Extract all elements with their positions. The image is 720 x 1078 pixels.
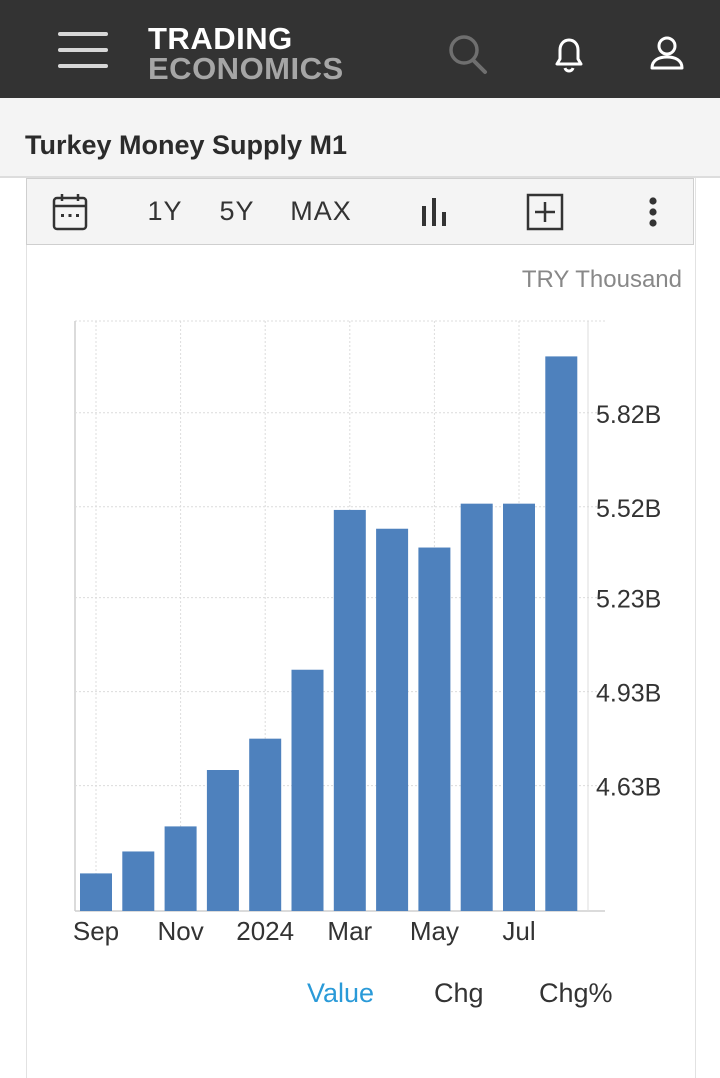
add-box-icon[interactable]: [525, 179, 565, 244]
title-bar: Turkey Money Supply M1: [0, 98, 720, 178]
bar-sep-2023: [80, 873, 112, 911]
top-nav-bar: TRADING ECONOMICS: [0, 0, 720, 98]
tab-chg-percent[interactable]: Chg%: [539, 978, 613, 1008]
x-tick-label: Mar: [327, 916, 372, 946]
range-5y-button[interactable]: 5Y: [219, 196, 255, 226]
bar-oct-2023: [122, 851, 155, 911]
money-supply-bar-chart: 4.63B 4.93B 5.23B 5.52B 5.82B Sep Nov 2024 Mar M…: [73, 320, 661, 946]
bar-may-2024: [418, 547, 451, 911]
logo-line-2: ECONOMICS: [148, 51, 344, 86]
bar-chart-icon[interactable]: [415, 179, 455, 244]
x-tick-label: Nov: [157, 916, 203, 946]
y-tick-label: 5.82B: [596, 401, 661, 429]
range-max-button[interactable]: MAX: [290, 196, 352, 226]
bar-dec-2023: [206, 770, 239, 911]
user-icon[interactable]: [645, 32, 689, 76]
x-tick-label: 2024: [236, 916, 294, 946]
bar-aug-2024: [545, 356, 578, 911]
y-tick-label: 4.93B: [596, 680, 661, 708]
menu-icon[interactable]: [58, 30, 110, 72]
unit-label: TRY Thousand: [521, 266, 682, 293]
chart-toolbar: 1Y 5Y MAX: [26, 178, 694, 245]
y-tick-label: 4.63B: [596, 774, 661, 802]
bar-mar-2024: [333, 509, 366, 911]
bar-apr-2024: [376, 528, 409, 911]
tab-chg[interactable]: Chg: [434, 978, 484, 1008]
calendar-icon[interactable]: [47, 179, 93, 244]
x-tick-label: Jul: [502, 916, 535, 946]
logo-line-1: TRADING: [148, 21, 293, 56]
search-icon[interactable]: [446, 32, 490, 76]
x-tick-label: Sep: [73, 916, 119, 946]
tab-value[interactable]: Value: [307, 978, 375, 1008]
bar-nov-2023: [164, 826, 197, 911]
bell-icon[interactable]: [547, 32, 591, 76]
y-tick-label: 5.52B: [596, 495, 661, 523]
bar-jan-2024: [249, 738, 282, 911]
range-1y-button[interactable]: 1Y: [147, 196, 183, 226]
more-vert-icon[interactable]: [633, 179, 673, 244]
bar-jun-2024: [460, 503, 493, 911]
x-tick-label: May: [410, 916, 459, 946]
y-tick-label: 5.23B: [596, 586, 661, 614]
bar-feb-2024: [291, 669, 324, 911]
logo[interactable]: TRADING ECONOMICS: [148, 21, 344, 86]
bar-jul-2024: [503, 503, 535, 911]
page-title: Turkey Money Supply M1: [25, 130, 348, 160]
